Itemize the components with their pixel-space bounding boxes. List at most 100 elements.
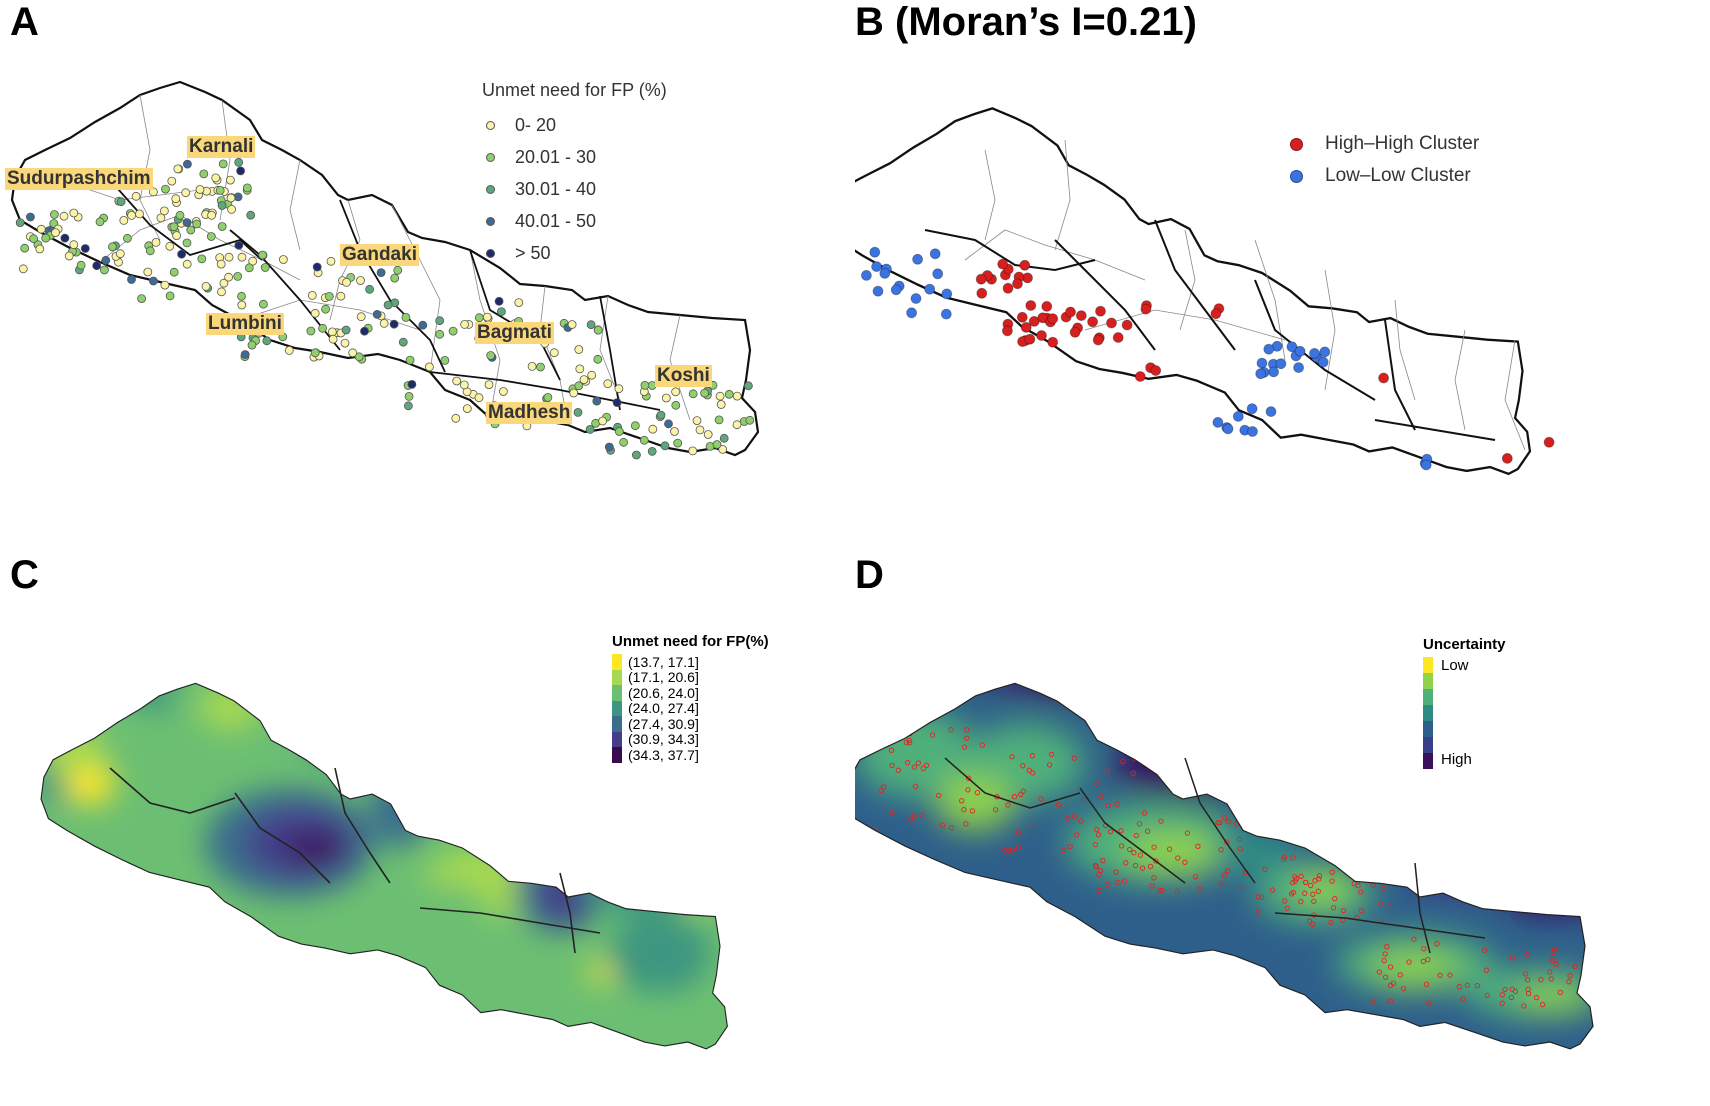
cluster-point [35, 244, 45, 254]
observation-point [1174, 888, 1180, 894]
observation-point [1370, 999, 1376, 1005]
observation-point [904, 759, 911, 766]
observation-point [1009, 754, 1015, 760]
cluster-point [462, 404, 472, 414]
cluster-point [224, 272, 234, 282]
observation-point [1375, 867, 1382, 873]
cluster-point [1378, 372, 1389, 384]
observation-points-d [864, 717, 1578, 1009]
cluster-points-a [15, 157, 755, 460]
surface-region [287, 834, 343, 862]
observation-point [1525, 990, 1532, 997]
legend-item-c: (30.9, 34.3] [612, 731, 769, 747]
surface-region [588, 963, 612, 983]
observation-point [1382, 951, 1388, 957]
cluster-point [1317, 356, 1329, 368]
legend-swatch [1423, 753, 1433, 769]
cluster-point [1501, 452, 1513, 464]
observation-point [1474, 982, 1480, 989]
cluster-point [95, 217, 105, 227]
observation-point [1337, 858, 1343, 865]
panel-c: C Unmet need for FP(%) (13.7, 17.1] (17.1… [0, 553, 855, 1106]
observation-point [1100, 857, 1106, 864]
cluster-point [207, 210, 217, 220]
province-boundaries-b [924, 219, 1496, 441]
observation-point [1127, 846, 1133, 853]
observation-point [1073, 832, 1080, 838]
observation-point [1121, 878, 1128, 884]
cluster-point [614, 427, 624, 436]
cluster-point [182, 259, 192, 269]
observation-point [1484, 992, 1490, 998]
cluster-point [924, 283, 936, 295]
map-b [855, 107, 1555, 476]
observation-point [1029, 770, 1036, 776]
observation-point [1400, 986, 1407, 992]
legend-title-c: Unmet need for FP(%) [612, 633, 769, 650]
cluster-point [579, 375, 589, 385]
surface-region [1405, 848, 1505, 898]
cluster-point [403, 401, 413, 411]
cluster-point [670, 427, 679, 436]
observation-point [1284, 905, 1290, 911]
cluster-point [632, 450, 641, 460]
cluster-point [51, 228, 60, 238]
cluster-point [143, 267, 153, 277]
observation-point [1030, 822, 1036, 829]
observation-point [1358, 889, 1364, 895]
cluster-point [688, 446, 698, 456]
observation-point [1166, 846, 1173, 852]
cluster-point [1255, 368, 1267, 380]
observation-point [1566, 979, 1572, 985]
observation-point [1104, 881, 1111, 888]
cluster-point [365, 284, 375, 294]
legend-label: > 50 [515, 242, 551, 263]
legend-item-a: 40.01 - 50 [482, 205, 667, 237]
cluster-point [195, 185, 205, 194]
observation-point [1016, 844, 1022, 851]
observation-point [1282, 898, 1288, 904]
observation-point [889, 810, 895, 816]
observation-point [1092, 841, 1099, 848]
observation-point [1118, 828, 1124, 834]
observation-point [1096, 887, 1102, 894]
cluster-point [115, 249, 125, 259]
surface-region [670, 873, 710, 913]
cluster-point [1020, 321, 1032, 333]
observation-point [1378, 901, 1384, 907]
observation-point [1147, 863, 1154, 870]
observation-point [1065, 815, 1071, 821]
observation-point [1020, 788, 1026, 794]
observation-point [965, 787, 971, 793]
cluster-point [567, 320, 577, 329]
cluster-point [324, 291, 334, 301]
cluster-point [1247, 426, 1258, 437]
cluster-point [192, 219, 202, 229]
observation-point [1137, 852, 1144, 858]
cluster-point [1212, 416, 1224, 428]
panel-label-c: C [10, 553, 39, 597]
observation-point [979, 742, 985, 748]
observation-point [1001, 847, 1008, 854]
cluster-point [101, 255, 111, 265]
observation-point [961, 807, 967, 813]
surface-region [300, 693, 460, 773]
cluster-point [1012, 278, 1023, 290]
observation-point [1269, 887, 1276, 893]
observation-point [1225, 819, 1231, 825]
cluster-point [217, 222, 227, 231]
cluster-point [879, 267, 891, 279]
observation-point [1380, 886, 1386, 892]
cluster-point [593, 325, 603, 335]
cluster-point [1210, 308, 1222, 320]
observation-point [1153, 858, 1159, 864]
cluster-point [240, 350, 250, 359]
observation-point [1358, 908, 1365, 914]
cluster-point [169, 222, 179, 232]
legend-b: High–High Cluster Low–Low Cluster [1290, 128, 1479, 192]
cluster-point [233, 271, 243, 281]
cluster-point [237, 300, 247, 310]
observation-point [1386, 903, 1393, 909]
observation-point [1018, 791, 1024, 798]
observation-point [1151, 875, 1157, 881]
